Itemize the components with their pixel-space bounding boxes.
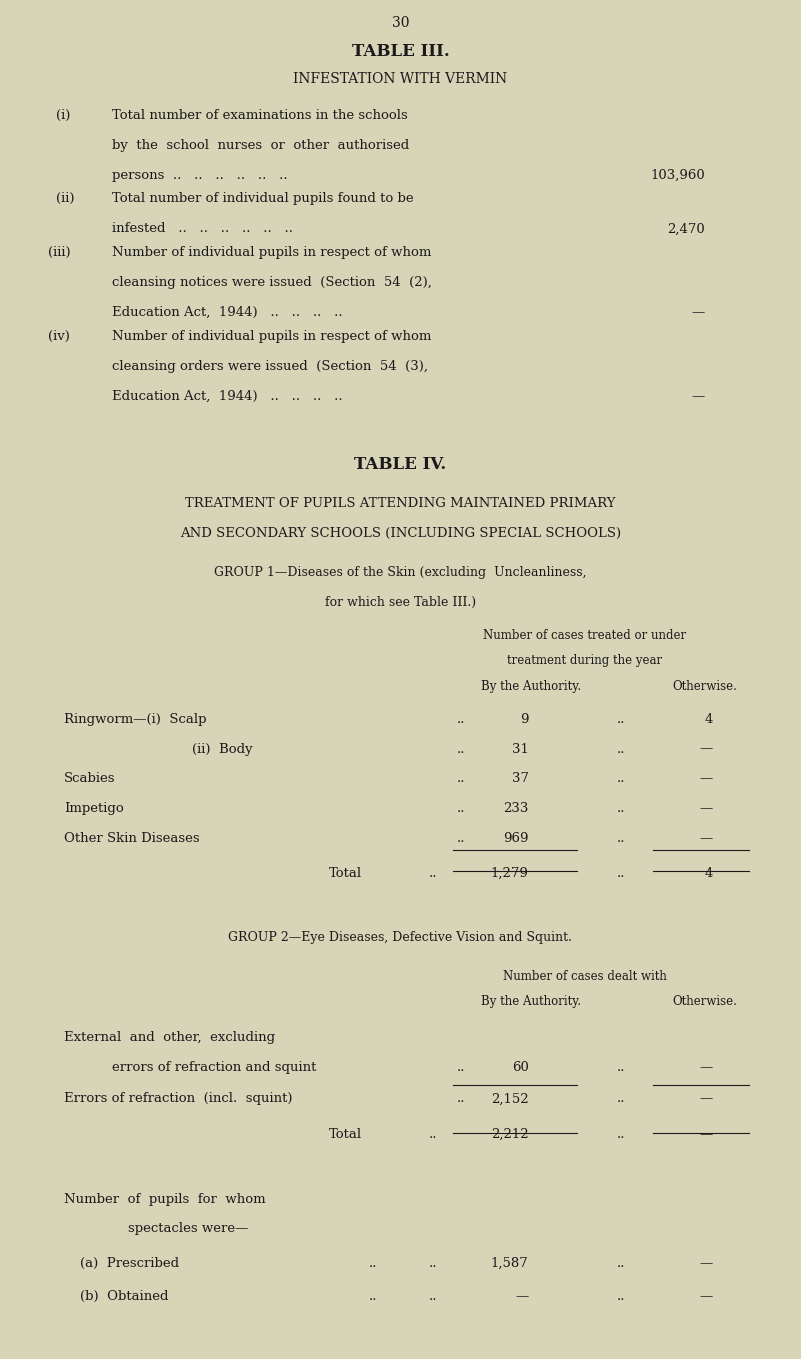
Text: Number of individual pupils in respect of whom: Number of individual pupils in respect o…: [112, 246, 432, 260]
Text: infested   ..   ..   ..   ..   ..   ..: infested .. .. .. .. .. ..: [112, 223, 293, 235]
Text: 1,279: 1,279: [491, 867, 529, 879]
Text: (i): (i): [56, 109, 70, 122]
Text: —: —: [691, 306, 705, 319]
Text: (iii): (iii): [48, 246, 70, 260]
Text: ..: ..: [617, 1257, 626, 1269]
Text: By the Authority.: By the Authority.: [481, 680, 581, 693]
Text: ..: ..: [617, 1093, 626, 1105]
Text: Scabies: Scabies: [64, 772, 115, 786]
Text: Total: Total: [328, 1128, 361, 1142]
Text: 9: 9: [520, 712, 529, 726]
Text: Other Skin Diseases: Other Skin Diseases: [64, 832, 199, 845]
Text: spectacles were—: spectacles were—: [128, 1223, 248, 1235]
Text: ..: ..: [617, 712, 626, 726]
Text: —: —: [699, 1290, 713, 1303]
Text: INFESTATION WITH VERMIN: INFESTATION WITH VERMIN: [293, 72, 508, 86]
Text: ..: ..: [617, 1061, 626, 1074]
Text: TABLE IV.: TABLE IV.: [354, 455, 447, 473]
Text: External  and  other,  excluding: External and other, excluding: [64, 1031, 276, 1044]
Text: ..: ..: [457, 802, 465, 815]
Text: ..: ..: [617, 1128, 626, 1142]
Text: errors of refraction and squint: errors of refraction and squint: [112, 1061, 316, 1074]
Text: By the Authority.: By the Authority.: [481, 995, 581, 1008]
Text: 60: 60: [512, 1061, 529, 1074]
Text: —: —: [699, 742, 713, 756]
Text: Education Act,  1944)   ..   ..   ..   ..: Education Act, 1944) .. .. .. ..: [112, 390, 343, 402]
Text: by  the  school  nurses  or  other  authorised: by the school nurses or other authorised: [112, 139, 409, 152]
Text: 233: 233: [503, 802, 529, 815]
Text: ..: ..: [457, 1061, 465, 1074]
Text: —: —: [699, 1093, 713, 1105]
Text: ..: ..: [457, 832, 465, 845]
Text: treatment during the year: treatment during the year: [507, 655, 662, 667]
Text: Number  of  pupils  for  whom: Number of pupils for whom: [64, 1193, 266, 1205]
Text: ..: ..: [429, 867, 437, 879]
Text: Total number of individual pupils found to be: Total number of individual pupils found …: [112, 193, 414, 205]
Text: —: —: [699, 832, 713, 845]
Text: 2,470: 2,470: [667, 223, 705, 235]
Text: Ringworm—(i)  Scalp: Ringworm—(i) Scalp: [64, 712, 207, 726]
Text: TABLE III.: TABLE III.: [352, 43, 449, 61]
Text: Otherwise.: Otherwise.: [673, 680, 738, 693]
Text: ..: ..: [457, 772, 465, 786]
Text: —: —: [515, 1290, 529, 1303]
Text: —: —: [699, 1128, 713, 1142]
Text: ..: ..: [617, 802, 626, 815]
Text: —: —: [691, 390, 705, 402]
Text: Errors of refraction  (incl.  squint): Errors of refraction (incl. squint): [64, 1093, 292, 1105]
Text: Impetigo: Impetigo: [64, 802, 124, 815]
Text: (b)  Obtained: (b) Obtained: [80, 1290, 168, 1303]
Text: —: —: [699, 772, 713, 786]
Text: ..: ..: [429, 1257, 437, 1269]
Text: ..: ..: [617, 772, 626, 786]
Text: 103,960: 103,960: [650, 169, 705, 182]
Text: GROUP 2—Eye Diseases, Defective Vision and Squint.: GROUP 2—Eye Diseases, Defective Vision a…: [228, 931, 573, 945]
Text: ..: ..: [617, 832, 626, 845]
Text: —: —: [699, 802, 713, 815]
Text: (ii): (ii): [56, 193, 74, 205]
Text: ..: ..: [368, 1290, 377, 1303]
Text: cleansing orders were issued  (Section  54  (3),: cleansing orders were issued (Section 54…: [112, 360, 429, 372]
Text: ..: ..: [429, 1290, 437, 1303]
Text: 969: 969: [503, 832, 529, 845]
Text: 1,587: 1,587: [491, 1257, 529, 1269]
Text: Number of cases treated or under: Number of cases treated or under: [483, 629, 686, 641]
Text: ..: ..: [457, 712, 465, 726]
Text: 2,152: 2,152: [491, 1093, 529, 1105]
Text: ..: ..: [617, 1290, 626, 1303]
Text: ..: ..: [617, 867, 626, 879]
Text: 2,212: 2,212: [491, 1128, 529, 1142]
Text: ..: ..: [457, 742, 465, 756]
Text: Total: Total: [328, 867, 361, 879]
Text: cleansing notices were issued  (Section  54  (2),: cleansing notices were issued (Section 5…: [112, 276, 432, 289]
Text: 30: 30: [392, 16, 409, 30]
Text: —: —: [699, 1061, 713, 1074]
Text: ..: ..: [368, 1257, 377, 1269]
Text: Total number of examinations in the schools: Total number of examinations in the scho…: [112, 109, 408, 122]
Text: persons  ..   ..   ..   ..   ..   ..: persons .. .. .. .. .. ..: [112, 169, 288, 182]
Text: 4: 4: [705, 712, 713, 726]
Text: TREATMENT OF PUPILS ATTENDING MAINTAINED PRIMARY: TREATMENT OF PUPILS ATTENDING MAINTAINED…: [185, 497, 616, 511]
Text: Number of cases dealt with: Number of cases dealt with: [503, 970, 666, 983]
Text: ..: ..: [457, 1093, 465, 1105]
Text: 37: 37: [512, 772, 529, 786]
Text: ..: ..: [429, 1128, 437, 1142]
Text: AND SECONDARY SCHOOLS (INCLUDING SPECIAL SCHOOLS): AND SECONDARY SCHOOLS (INCLUDING SPECIAL…: [180, 527, 621, 541]
Text: GROUP 1—Diseases of the Skin (excluding  Uncleanliness,: GROUP 1—Diseases of the Skin (excluding …: [214, 567, 587, 579]
Text: 31: 31: [512, 742, 529, 756]
Text: ..: ..: [617, 742, 626, 756]
Text: —: —: [699, 1257, 713, 1269]
Text: (iv): (iv): [48, 330, 70, 342]
Text: (ii)  Body: (ii) Body: [192, 742, 253, 756]
Text: Otherwise.: Otherwise.: [673, 995, 738, 1008]
Text: Number of individual pupils in respect of whom: Number of individual pupils in respect o…: [112, 330, 432, 342]
Text: (a)  Prescribed: (a) Prescribed: [80, 1257, 179, 1269]
Text: Education Act,  1944)   ..   ..   ..   ..: Education Act, 1944) .. .. .. ..: [112, 306, 343, 319]
Text: for which see Table III.): for which see Table III.): [325, 597, 476, 609]
Text: 4: 4: [705, 867, 713, 879]
